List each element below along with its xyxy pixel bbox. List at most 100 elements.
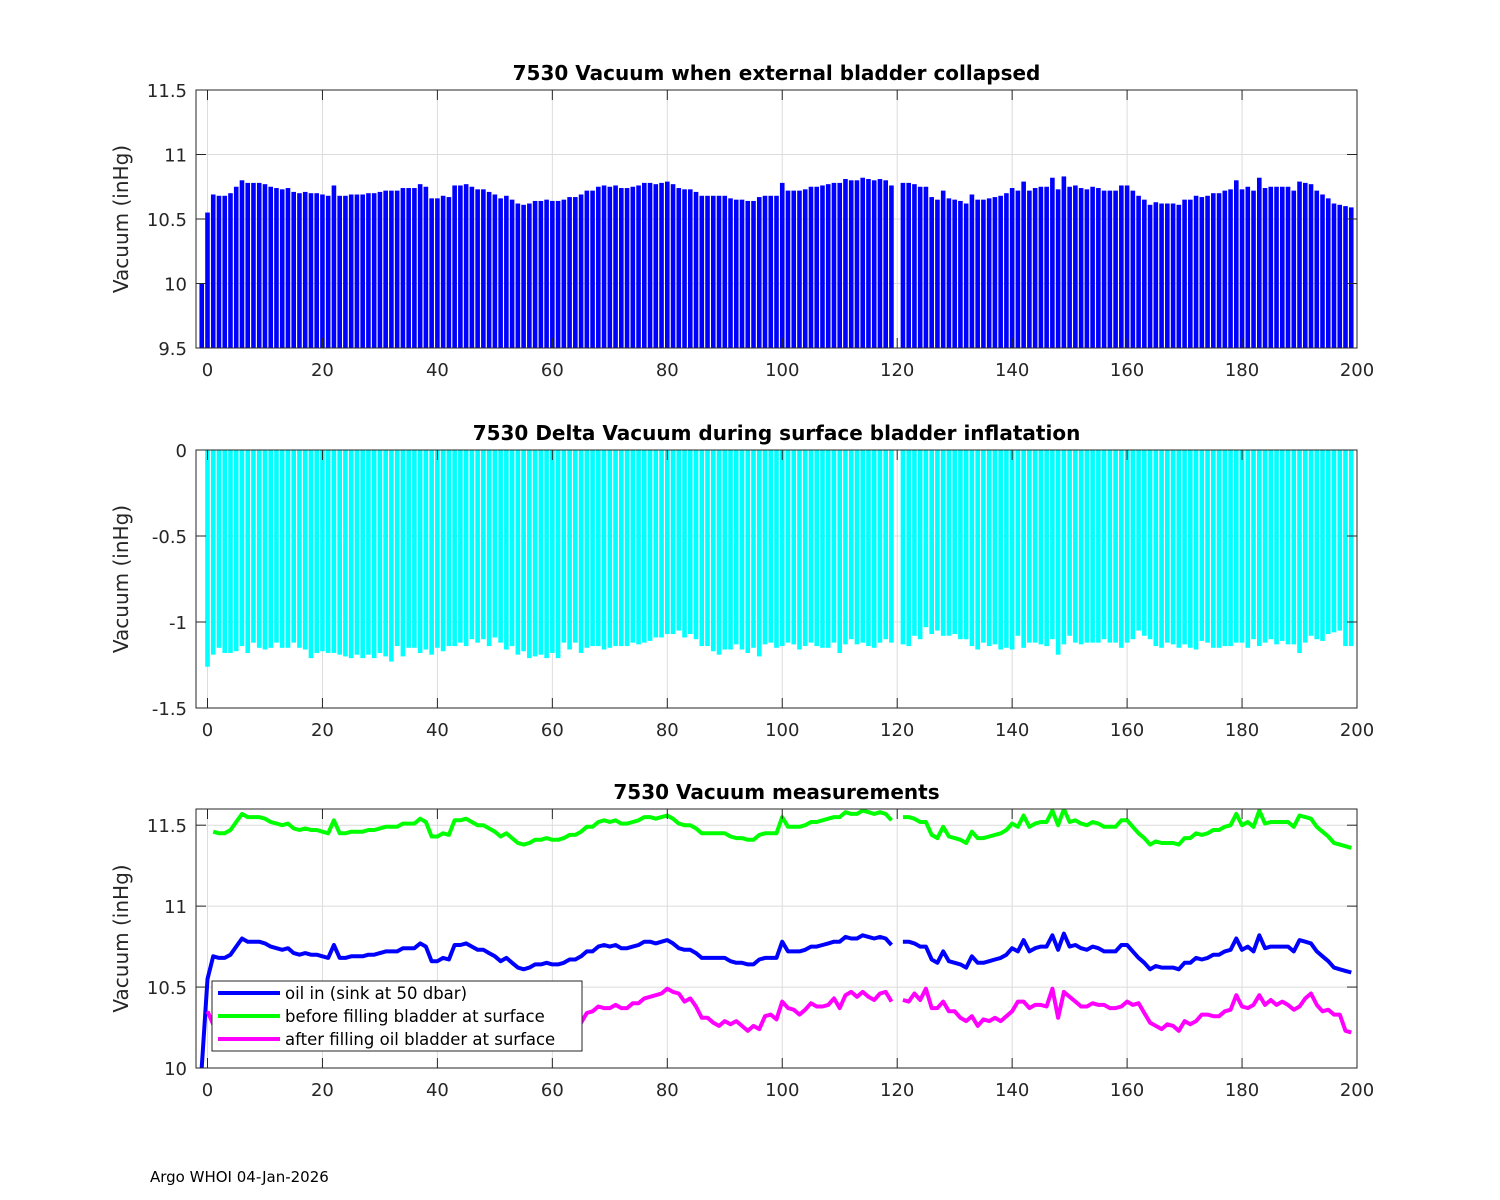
bar: [1325, 198, 1331, 348]
bar: [607, 186, 613, 348]
bar: [458, 185, 463, 348]
axes-box: [195, 808, 1358, 1069]
bar: [1015, 450, 1021, 636]
bar: [377, 450, 383, 653]
bar: [1165, 203, 1170, 348]
bar: [1004, 450, 1009, 648]
bar: [1124, 450, 1130, 643]
bar: [1107, 450, 1113, 643]
axes-box: [195, 449, 1358, 709]
bar: [1113, 450, 1118, 643]
y-tick-label: 10: [164, 1059, 187, 1080]
bar: [1147, 204, 1153, 348]
bar: [687, 189, 693, 348]
bar: [1199, 197, 1205, 348]
bar: [854, 450, 860, 645]
bar: [1279, 186, 1285, 348]
bar: [596, 450, 601, 647]
bar: [670, 450, 676, 635]
x-tick-label: 200: [1340, 720, 1374, 741]
bar: [343, 195, 348, 348]
plot-marks: [199, 176, 1354, 348]
bar: [981, 199, 986, 348]
bar: [1067, 450, 1072, 636]
bar: [1101, 450, 1107, 640]
bar: [647, 182, 653, 348]
y-tick-label: 11.5: [147, 81, 187, 102]
bar: [1297, 450, 1302, 653]
chart-title: 7530 Vacuum when external bladder collap…: [513, 61, 1041, 85]
bar: [1153, 202, 1159, 348]
axes-vacuum-collapsed: 0 20 40 60 80 100 120 140 160 180 200 9.5 10 10.5 11 11…: [109, 61, 1374, 381]
bar: [940, 450, 946, 636]
bar: [567, 450, 572, 650]
bar: [486, 450, 492, 647]
bar: [268, 186, 274, 348]
bar: [762, 450, 768, 645]
bar: [1302, 182, 1308, 348]
bar: [297, 450, 302, 648]
bar: [233, 450, 239, 652]
bar: [935, 199, 940, 348]
bar: [1262, 450, 1268, 643]
bar: [710, 450, 716, 652]
bar: [228, 450, 233, 653]
y-tick-label: 9.5: [158, 339, 187, 360]
y-tick-label: 11.5: [147, 816, 187, 837]
bar: [1256, 450, 1262, 647]
bar: [1325, 450, 1331, 635]
bar: [1096, 450, 1101, 643]
bar: [325, 195, 331, 348]
bar: [733, 199, 739, 348]
legend-label: before filling bladder at surface: [285, 1007, 545, 1026]
bar: [751, 450, 756, 648]
bar: [693, 191, 699, 348]
bar: [1274, 186, 1279, 348]
bar: [722, 450, 728, 650]
bar: [578, 450, 584, 653]
bar: [400, 450, 406, 657]
bar: [532, 450, 538, 657]
bar: [1107, 190, 1113, 348]
bar: [917, 186, 923, 348]
bar: [1142, 450, 1147, 636]
bar: [515, 450, 521, 655]
bar: [1222, 190, 1228, 348]
bar: [1188, 450, 1193, 648]
plot-marks: [205, 450, 1354, 667]
bar: [1176, 204, 1182, 348]
bar: [509, 450, 515, 647]
x-tick-label: 200: [1340, 360, 1374, 381]
bar: [705, 450, 710, 647]
bar: [946, 450, 952, 636]
bar: [975, 450, 980, 650]
bar: [314, 193, 319, 348]
bar: [406, 188, 411, 348]
bar: [1176, 450, 1182, 648]
bar: [952, 450, 957, 635]
bar: [412, 450, 417, 648]
bar: [969, 194, 975, 348]
bar: [1073, 185, 1078, 348]
bar: [1147, 450, 1153, 640]
bar: [837, 450, 843, 653]
bar: [348, 194, 354, 348]
bar: [889, 185, 894, 348]
bar: [274, 450, 279, 643]
bar: [710, 195, 716, 348]
bar: [348, 450, 354, 659]
bar: [1182, 199, 1187, 348]
bar: [383, 190, 388, 348]
bar: [1234, 450, 1239, 643]
bar: [831, 182, 837, 348]
bar: [371, 450, 377, 659]
x-tick-label: 120: [880, 360, 914, 381]
bar: [739, 199, 745, 348]
bar: [584, 190, 590, 348]
bar: [860, 450, 866, 643]
bar: [251, 450, 256, 643]
bar: [785, 190, 791, 348]
x-tick-label: 80: [656, 360, 679, 381]
bar: [676, 450, 682, 631]
bar: [1090, 186, 1095, 348]
